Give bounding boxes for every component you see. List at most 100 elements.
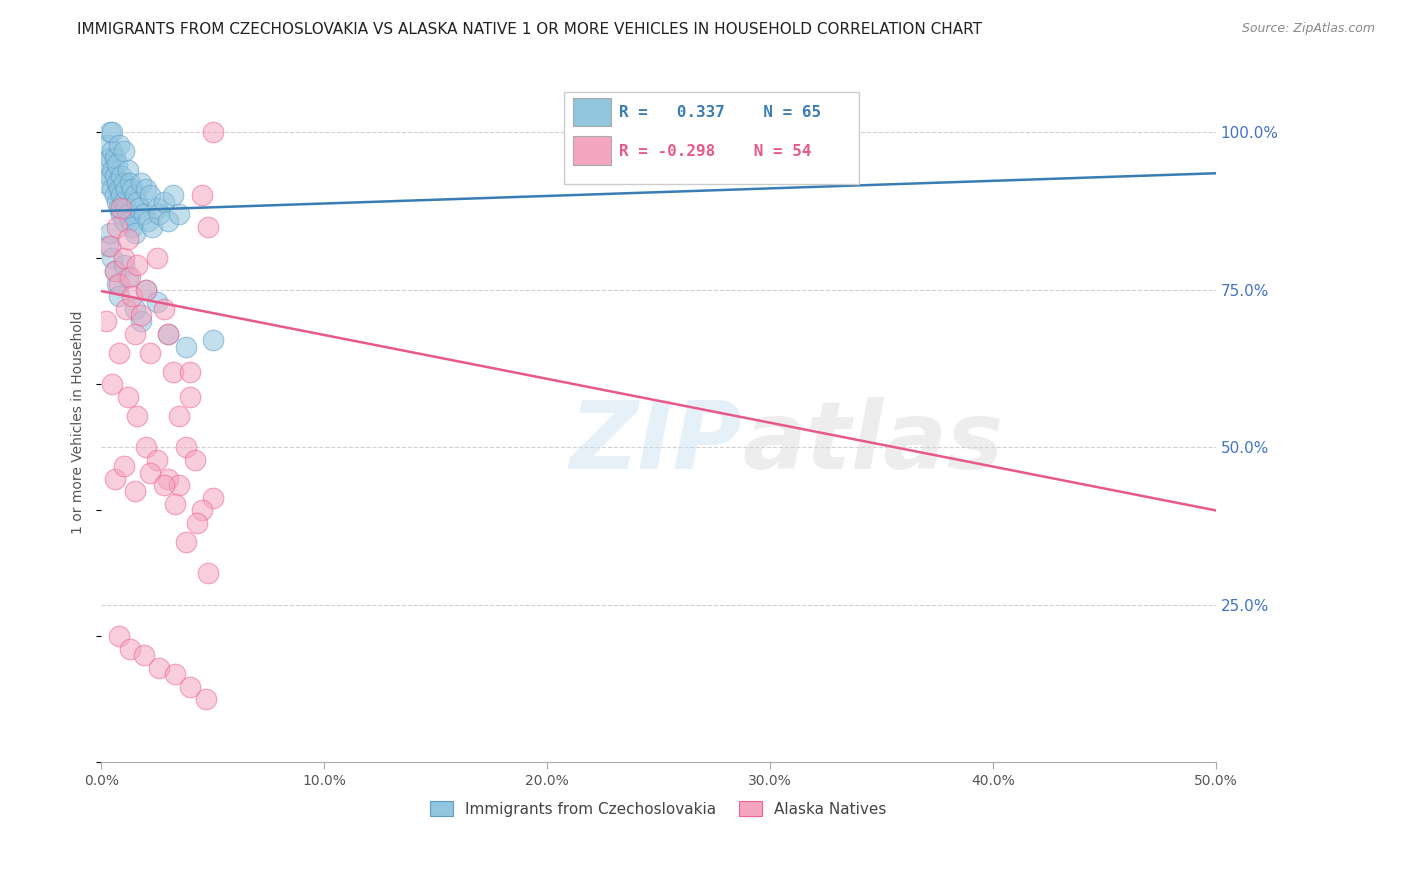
Point (174, 441, 197, 455)
Point (103, 188, 125, 202)
Point (120, 270, 142, 285)
Point (197, 219, 219, 234)
Point (114, 201, 136, 215)
Text: ZIP: ZIP (569, 397, 742, 489)
Text: IMMIGRANTS FROM CZECHOSLOVAKIA VS ALASKA NATIVE 1 OR MORE VEHICLES IN HOUSEHOLD : IMMIGRANTS FROM CZECHOSLOVAKIA VS ALASKA… (77, 22, 983, 37)
Point (125, 194, 148, 209)
Point (197, 566, 219, 581)
Point (105, 194, 128, 209)
Point (101, 163, 124, 178)
Point (167, 478, 190, 492)
Point (167, 409, 190, 423)
Text: atlas: atlas (742, 397, 1004, 489)
Point (120, 213, 142, 227)
Point (94, 176, 117, 190)
Point (163, 497, 186, 511)
Text: Source: ZipAtlas.com: Source: ZipAtlas.com (1241, 22, 1375, 36)
Point (157, 326, 180, 341)
Point (97, 137, 120, 152)
Point (179, 365, 201, 379)
Point (101, 145, 124, 159)
Point (110, 188, 132, 202)
Point (101, 252, 124, 266)
Point (124, 188, 146, 202)
Point (132, 207, 155, 221)
Point (103, 169, 125, 184)
Point (98, 151, 121, 165)
Point (112, 258, 135, 272)
Point (135, 441, 157, 455)
Point (162, 365, 184, 379)
Point (112, 252, 135, 266)
Point (146, 453, 169, 467)
Point (108, 277, 131, 291)
Point (105, 277, 128, 291)
Y-axis label: 1 or more Vehicles in Household: 1 or more Vehicles in Household (72, 310, 86, 534)
Point (167, 207, 190, 221)
Point (135, 283, 157, 297)
Point (124, 301, 146, 316)
Point (110, 201, 132, 215)
Point (108, 289, 131, 303)
Point (114, 182, 136, 196)
Point (152, 194, 174, 209)
Point (132, 648, 155, 663)
Point (201, 125, 224, 139)
Point (108, 137, 131, 152)
Point (139, 346, 162, 360)
Point (157, 213, 180, 227)
Point (139, 466, 162, 480)
Point (190, 188, 212, 202)
Point (117, 207, 139, 221)
Point (186, 516, 208, 530)
Point (146, 295, 169, 310)
Point (120, 642, 142, 657)
Point (114, 301, 136, 316)
Point (201, 333, 224, 347)
Point (98, 125, 121, 139)
Point (98, 238, 121, 252)
Point (174, 535, 197, 549)
Point (98, 169, 121, 184)
Text: R =   0.337    N = 65: R = 0.337 N = 65 (620, 105, 821, 120)
Point (117, 390, 139, 404)
Point (110, 207, 132, 221)
Point (98, 226, 121, 240)
Point (125, 409, 148, 423)
Point (112, 459, 135, 474)
Point (103, 264, 125, 278)
Point (97, 238, 120, 252)
Point (184, 453, 207, 467)
Point (101, 182, 124, 196)
Point (162, 188, 184, 202)
FancyBboxPatch shape (564, 92, 859, 184)
Point (112, 145, 135, 159)
Point (174, 340, 197, 354)
Point (135, 182, 157, 196)
Point (148, 661, 170, 675)
Point (108, 629, 131, 643)
FancyBboxPatch shape (572, 136, 610, 165)
Point (108, 201, 131, 215)
Point (131, 176, 153, 190)
Point (117, 270, 139, 285)
Point (157, 326, 180, 341)
Point (101, 125, 124, 139)
Point (201, 491, 224, 505)
Legend: Immigrants from Czechoslovakia, Alaska Natives: Immigrants from Czechoslovakia, Alaska N… (425, 795, 893, 822)
Point (108, 182, 131, 196)
Point (121, 289, 143, 303)
Point (135, 283, 157, 297)
Point (194, 692, 217, 706)
Point (128, 201, 150, 215)
Point (124, 326, 146, 341)
Point (163, 667, 186, 681)
Point (146, 201, 169, 215)
Point (124, 226, 146, 240)
Point (136, 213, 159, 227)
Point (105, 157, 128, 171)
Point (105, 219, 128, 234)
Point (120, 176, 142, 190)
Point (103, 264, 125, 278)
Text: R = -0.298    N = 54: R = -0.298 N = 54 (620, 144, 811, 159)
